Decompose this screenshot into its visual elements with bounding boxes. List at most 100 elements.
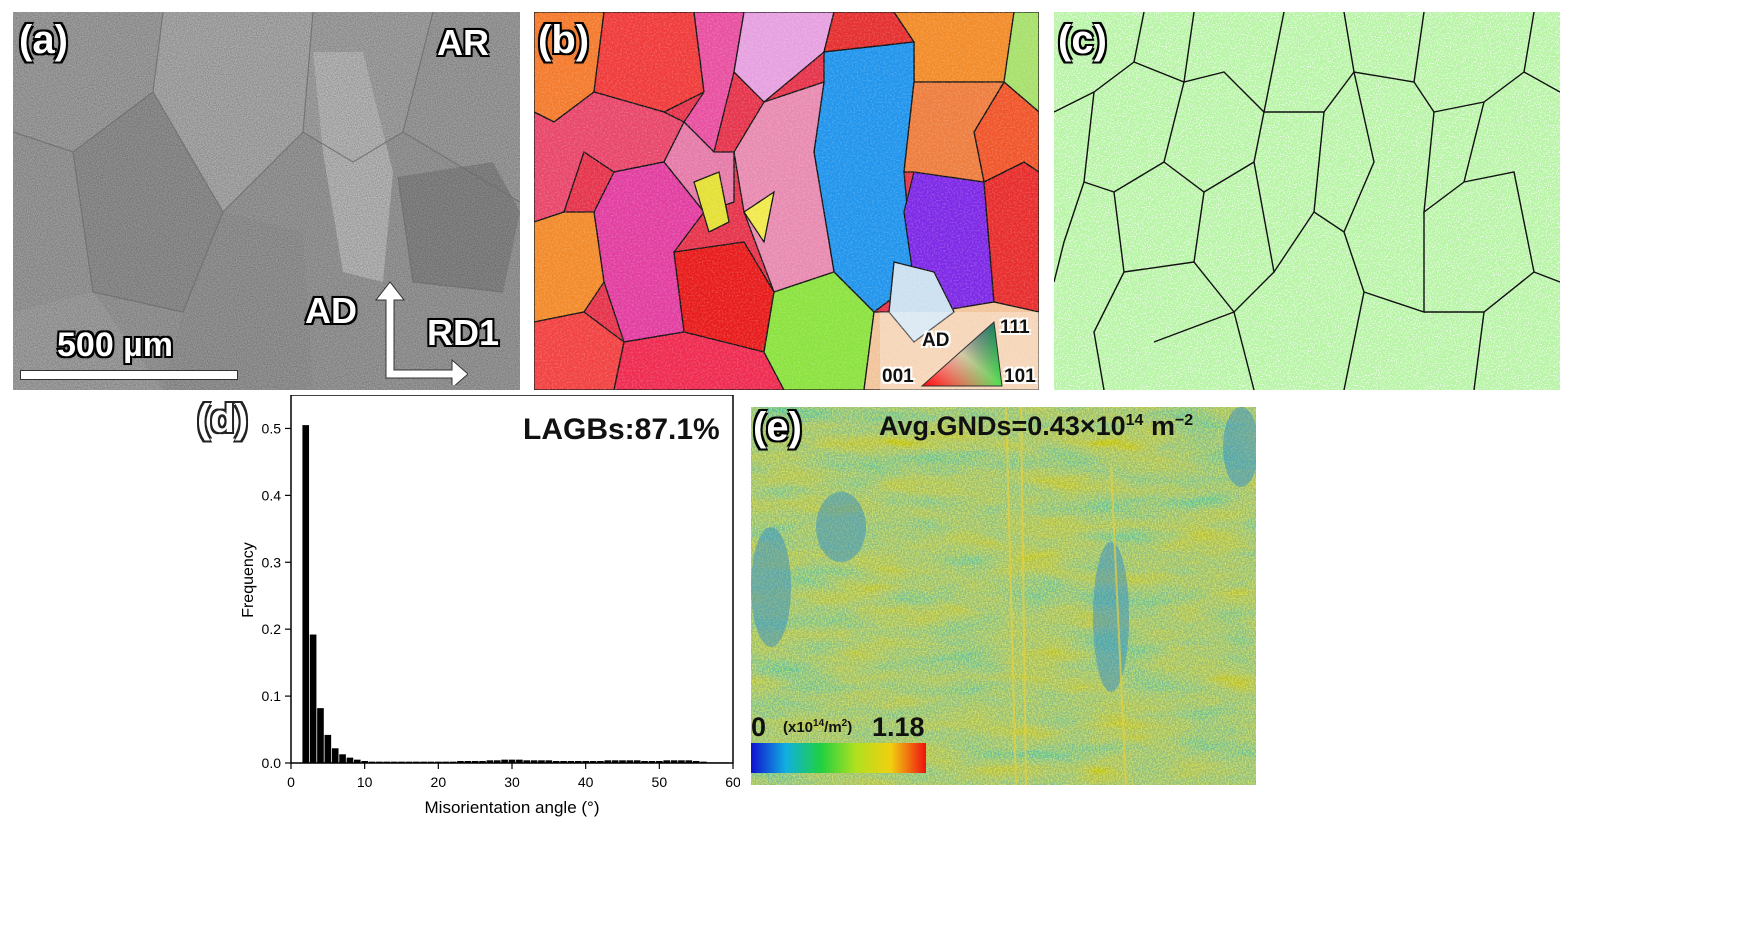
y-tick-label: 0.3 bbox=[262, 554, 282, 570]
histogram-bar bbox=[449, 761, 457, 763]
histogram-bar bbox=[464, 760, 472, 763]
histogram-bar bbox=[346, 757, 354, 763]
histogram-bar bbox=[574, 760, 582, 763]
histogram-bar bbox=[508, 759, 516, 763]
scale-unit-suffix-exponent: 2 bbox=[841, 718, 848, 729]
avg-gnd-value: Avg.GNDs=0.43×10 bbox=[879, 411, 1126, 441]
gnd-color-scale bbox=[751, 743, 926, 773]
grain-boundary-image bbox=[1054, 12, 1560, 390]
x-tick-label: 20 bbox=[431, 774, 447, 790]
panel-c-label: (c) bbox=[1058, 18, 1107, 62]
histogram-bar bbox=[707, 762, 715, 764]
avg-gnd-unit: m bbox=[1143, 411, 1175, 441]
x-tick-label: 0 bbox=[287, 774, 295, 790]
pole-001-label: 001 bbox=[882, 366, 914, 387]
histogram-bar bbox=[604, 760, 612, 763]
scale-bar-label: 500 µm bbox=[57, 326, 173, 364]
avg-gnd-annotation: Avg.GNDs=0.43×1014 m−2 bbox=[879, 411, 1193, 442]
histogram-bar bbox=[678, 760, 685, 763]
x-tick-label: 60 bbox=[725, 774, 740, 790]
as-received-tag: AR bbox=[437, 22, 489, 63]
panel-c-boundary-map: (c) bbox=[1054, 12, 1560, 390]
micrograph-image bbox=[13, 12, 520, 390]
ipf-grain-map bbox=[534, 12, 1039, 390]
gnd-density-image bbox=[751, 407, 1256, 785]
histogram-bar bbox=[331, 748, 339, 763]
scale-unit-prefix: (x10 bbox=[783, 719, 814, 736]
histogram-bar bbox=[648, 760, 656, 763]
histogram-bar bbox=[656, 760, 663, 763]
avg-gnd-exponent: 14 bbox=[1125, 412, 1144, 429]
scale-unit-close: ) bbox=[847, 719, 853, 736]
histogram-bar bbox=[317, 708, 324, 763]
scale-bar bbox=[20, 370, 238, 380]
avg-gnd-unit-exponent: −2 bbox=[1174, 412, 1194, 429]
y-tick-label: 0.5 bbox=[262, 420, 282, 436]
y-tick-label: 0.2 bbox=[262, 621, 282, 637]
histogram-bar bbox=[552, 760, 560, 763]
axis-rd1-label: RD1 bbox=[427, 312, 500, 353]
pole-111-label: 111 bbox=[1000, 317, 1030, 338]
histogram-bar bbox=[560, 760, 567, 763]
misorientation-histogram: 0.0 0.1 0.2 0.3 0.4 0.5 0 10 20 30 40 50 60 Frequen… bbox=[240, 395, 740, 817]
x-tick-label: 40 bbox=[578, 774, 594, 790]
histogram-bar bbox=[427, 761, 435, 763]
panel-e-label: (e) bbox=[753, 407, 802, 449]
histogram-bar bbox=[339, 754, 346, 763]
histogram-bar bbox=[582, 760, 589, 763]
histogram-bar bbox=[523, 760, 531, 763]
histogram-bar bbox=[486, 760, 494, 763]
panel-b-ipf-map: (b) AD 111 001 101 bbox=[534, 12, 1039, 390]
scale-unit-exponent: 14 bbox=[813, 718, 825, 729]
ipf-color-triangle bbox=[920, 320, 1003, 387]
histogram-bar bbox=[722, 762, 729, 764]
histogram-bar bbox=[412, 761, 420, 763]
histogram-bar bbox=[567, 760, 575, 763]
histogram-bar bbox=[626, 760, 634, 763]
plot-frame bbox=[290, 395, 734, 764]
histogram-bar bbox=[302, 425, 310, 763]
histogram-bar bbox=[353, 759, 361, 763]
panel-e-gnd-map: (e) Avg.GNDs=0.43×1014 m−2 0 (x1014/m2) … bbox=[751, 407, 1256, 785]
histogram-bar bbox=[383, 761, 391, 763]
panel-a-label: (a) bbox=[19, 18, 68, 62]
histogram-bar bbox=[538, 760, 545, 763]
histogram-bar bbox=[479, 760, 486, 763]
histogram-bar bbox=[611, 760, 619, 763]
panel-d-label: (d) bbox=[197, 397, 249, 441]
y-tick-label: 0.1 bbox=[262, 688, 282, 704]
histogram-bar bbox=[663, 760, 671, 763]
histogram-bar bbox=[714, 762, 722, 764]
scale-max-value: 1.18 bbox=[872, 712, 925, 742]
histogram-bar bbox=[471, 760, 479, 763]
x-axis-label: Misorientation angle (°) bbox=[425, 798, 600, 817]
histogram-bar bbox=[376, 761, 383, 763]
x-tick-label: 10 bbox=[357, 774, 373, 790]
histogram-bar bbox=[309, 634, 317, 763]
histogram-bar bbox=[530, 760, 538, 763]
histogram-bar bbox=[501, 759, 508, 763]
histogram-bar bbox=[457, 760, 464, 763]
histogram-bar bbox=[597, 760, 604, 763]
histogram-bar bbox=[324, 734, 332, 763]
histogram-bar bbox=[493, 760, 501, 763]
histogram-bar bbox=[700, 761, 707, 763]
histogram-bar bbox=[516, 759, 523, 763]
histogram-bar bbox=[435, 761, 442, 763]
panel-a-micrograph: (a) AR 500 µm AD RD1 bbox=[13, 12, 520, 390]
histogram-bar bbox=[589, 760, 597, 763]
panel-d-histogram: 0.0 0.1 0.2 0.3 0.4 0.5 0 10 20 30 40 50 60 Frequen… bbox=[195, 395, 740, 828]
lagb-fraction: LAGBs:87.1% bbox=[523, 413, 720, 446]
histogram-bar bbox=[390, 761, 398, 763]
histogram-bar bbox=[685, 760, 693, 763]
x-tick-label: 50 bbox=[652, 774, 668, 790]
pole-101-label: 101 bbox=[1004, 366, 1036, 387]
histogram-bar bbox=[420, 761, 427, 763]
x-tick-label: 30 bbox=[504, 774, 520, 790]
panel-b-label: (b) bbox=[538, 18, 590, 62]
histogram-bar bbox=[633, 760, 641, 763]
histogram-bar bbox=[619, 760, 626, 763]
histogram-bar bbox=[405, 761, 413, 763]
scale-unit-suffix: /m bbox=[824, 719, 842, 736]
legend-ad-label: AD bbox=[922, 330, 950, 351]
